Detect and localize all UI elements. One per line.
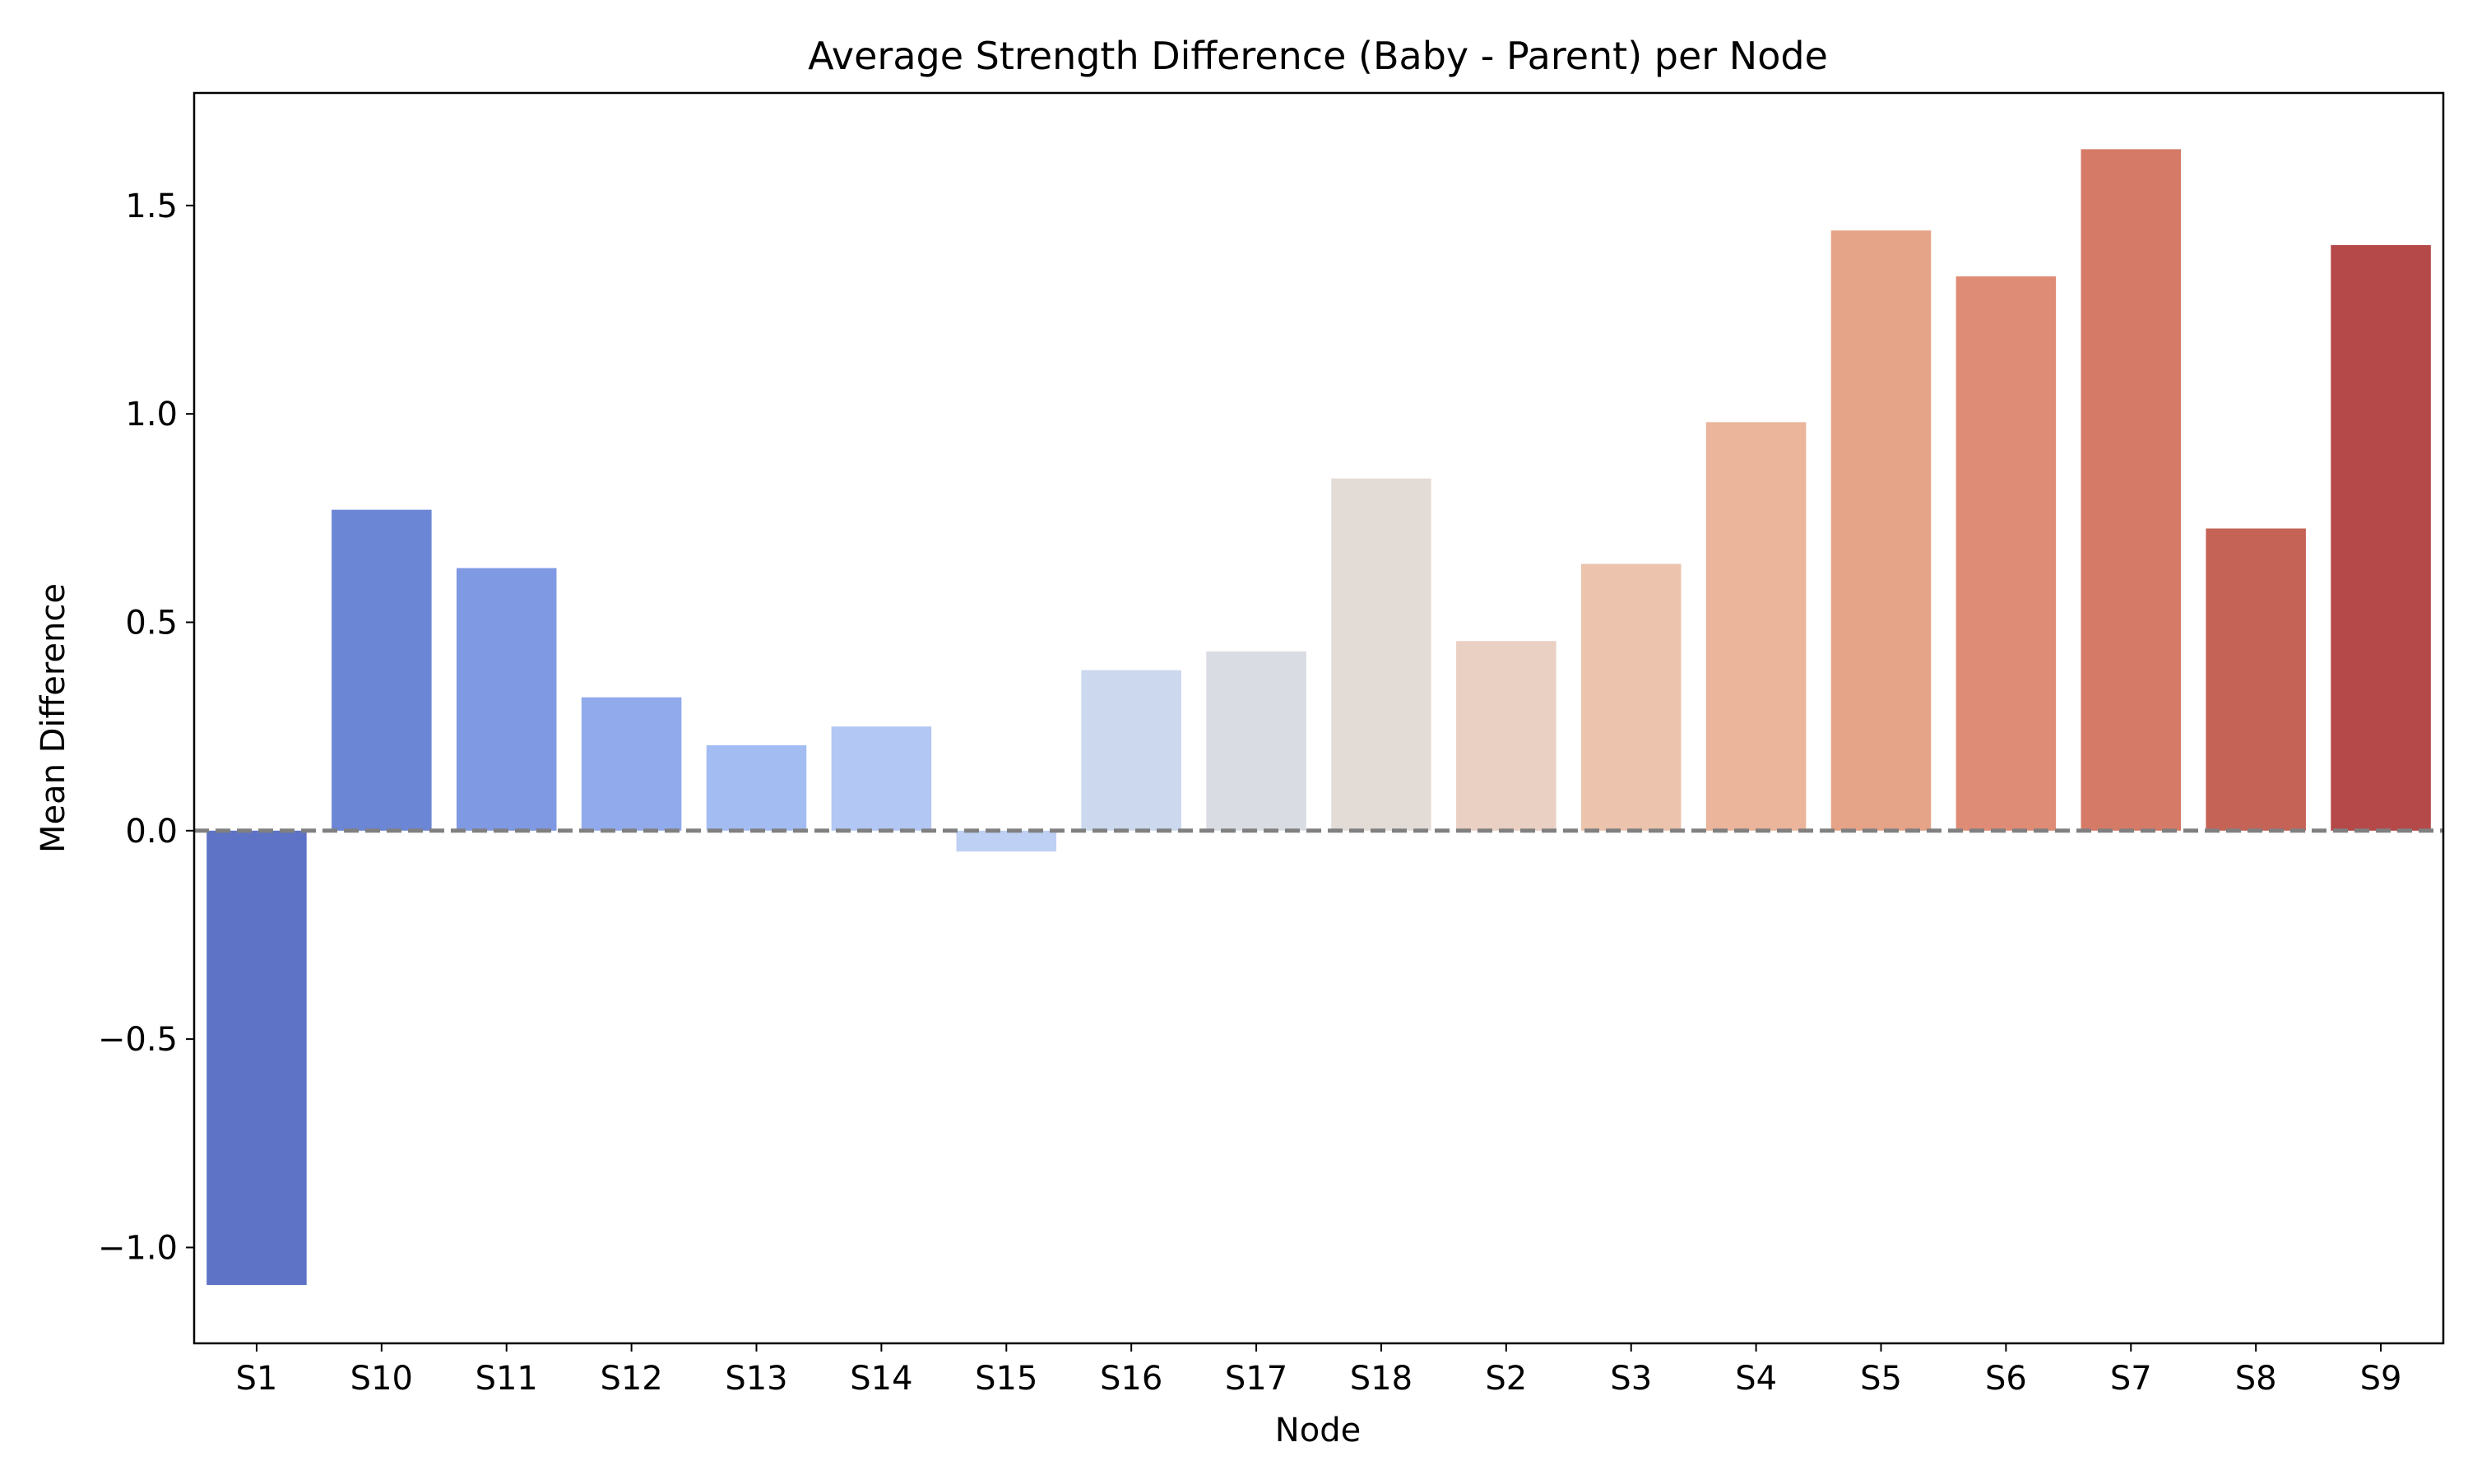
x-tick-label: S13 <box>725 1360 787 1398</box>
y-tick-label: 0.5 <box>125 604 178 642</box>
bar-s9 <box>2331 244 2431 831</box>
x-tick-label: S12 <box>600 1360 662 1398</box>
bar-s2 <box>1456 641 1556 831</box>
x-tick-label: S8 <box>2235 1360 2277 1398</box>
bar-s15 <box>956 830 1057 852</box>
x-tick-label: S18 <box>1350 1360 1413 1398</box>
chart-title: Average Strength Difference (Baby - Pare… <box>808 34 1828 78</box>
x-axis-label: Node <box>1275 1412 1361 1449</box>
bar-s4 <box>1705 422 1807 831</box>
bar-s8 <box>2206 528 2306 831</box>
x-tick-label: S11 <box>476 1360 538 1398</box>
bar-s11 <box>456 568 557 831</box>
bar-s6 <box>1955 276 2057 831</box>
x-tick-label: S9 <box>2360 1360 2402 1398</box>
x-tick-label: S17 <box>1225 1360 1287 1398</box>
bar-s16 <box>1081 670 1181 831</box>
bar-s17 <box>1206 651 1306 831</box>
x-tick-label: S2 <box>1485 1360 1527 1398</box>
x-tick-label: S4 <box>1735 1360 1777 1398</box>
y-axis-label: Mean Difference <box>35 583 72 853</box>
bar-s7 <box>2081 149 2182 831</box>
x-tick-label: S6 <box>1985 1360 2027 1398</box>
y-tick-label: 1.5 <box>125 188 178 225</box>
x-tick-label: S5 <box>1860 1360 1902 1398</box>
bar-s12 <box>581 697 682 831</box>
y-tick-label: 0.0 <box>125 813 178 851</box>
bar-s5 <box>1830 230 1932 831</box>
y-tick-label: −1.0 <box>98 1229 178 1267</box>
plot-frame <box>193 91 2445 1345</box>
x-tick-label: S16 <box>1100 1360 1162 1398</box>
bar-s3 <box>1580 563 1682 831</box>
y-axis: −1.0 −0.5 0.0 0.5 1.0 1.5 <box>98 188 194 1267</box>
y-tick-label: −0.5 <box>98 1021 178 1059</box>
x-tick-label: S1 <box>236 1360 278 1398</box>
x-tick-label: S3 <box>1610 1360 1652 1398</box>
bar-s13 <box>706 744 807 831</box>
bar-s1 <box>206 830 307 1286</box>
x-tick-label: S15 <box>975 1360 1037 1398</box>
bar-s18 <box>1331 478 1431 831</box>
bars-layer <box>206 149 2431 1286</box>
x-tick-label: S14 <box>850 1360 912 1398</box>
y-tick-label: 1.0 <box>125 396 178 434</box>
x-axis: S1 S10 S11 S12 S13 S14 S15 S16 S17 S18 S2 S3 S4 S5 S6 S… <box>236 1343 2402 1398</box>
x-tick-label: S10 <box>350 1360 413 1398</box>
x-tick-label: S7 <box>2110 1360 2152 1398</box>
bar-s10 <box>332 509 432 831</box>
bar-s14 <box>831 726 932 831</box>
